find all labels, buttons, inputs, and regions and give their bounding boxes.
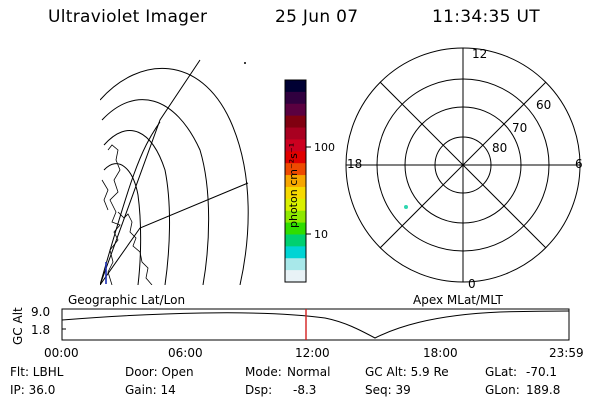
colorbar-tick-10: 10 — [314, 228, 328, 241]
glon-label: GLon: — [485, 383, 520, 397]
altitude-tick-1-8: 1.8 — [31, 323, 51, 337]
colorbar-cell — [285, 222, 306, 236]
glat-label: GLat: — [485, 365, 518, 379]
colorbar-cell — [285, 151, 306, 164]
colorbar-cell — [285, 163, 306, 176]
time-tick-1200: 12:00 — [295, 346, 330, 360]
sequence-info: Seq: 39 — [365, 383, 411, 397]
door-info: Door: Open — [125, 365, 194, 379]
colorbar-cell — [285, 115, 306, 129]
colorbar-cell — [285, 246, 306, 259]
colorbar-tick-100: 100 — [314, 141, 335, 154]
latitude-circle — [103, 129, 171, 285]
colorbar-cell — [285, 139, 306, 152]
mlt-label-0: 0 — [468, 277, 476, 291]
colorbar-cell — [285, 80, 306, 93]
longitude-line — [100, 59, 201, 285]
time-tick-0000: 00:00 — [44, 346, 79, 360]
colorbar-cell — [285, 175, 306, 188]
mlt-label-18: 18 — [347, 157, 363, 171]
colorbar-cell — [285, 186, 306, 200]
polar-mlt-plot — [345, 47, 581, 283]
mode-value: Normal — [287, 365, 331, 379]
mlt-label-12: 12 — [472, 47, 488, 61]
dsp-value: -8.3 — [293, 383, 317, 397]
filter-info: Flt: LBHL — [10, 365, 64, 379]
date-label: 25 Jun 07 — [275, 7, 359, 27]
aurora-spot — [404, 205, 408, 209]
intensity-colorbar — [284, 79, 311, 283]
glon-value: 189.8 — [526, 383, 561, 397]
colorbar-unit-label: photon cm⁻²s⁻¹ — [287, 142, 300, 228]
altitude-axis-title: GC Alt — [11, 307, 25, 345]
gc-altitude-info: GC Alt: 5.9 Re — [365, 365, 449, 379]
geographic-map — [100, 59, 249, 285]
polar-diagonal — [379, 81, 547, 249]
colorbar-cell — [285, 234, 306, 247]
coastline — [101, 179, 109, 211]
colorbar-cell — [285, 103, 306, 117]
mode-label: Mode: — [245, 365, 282, 379]
colorbar-cell — [285, 210, 306, 224]
colorbar-cell — [285, 91, 306, 105]
time-tick-1800: 18:00 — [423, 346, 458, 360]
mlt-label-6: 6 — [575, 157, 583, 171]
glat-value: -70.1 — [526, 365, 558, 379]
coastline — [117, 211, 153, 285]
time-label: 11:34:35 UT — [432, 7, 540, 27]
gain-info: Gain: 14 — [125, 383, 176, 397]
longitude-line — [100, 182, 249, 285]
time-tick-0600: 06:00 — [168, 346, 203, 360]
right-projection-label: Apex MLat/MLT — [413, 293, 503, 307]
colorbar-cell — [285, 258, 306, 271]
map-corner-dot — [244, 62, 246, 64]
lat-label-60: 60 — [536, 98, 552, 112]
latitude-circle — [101, 99, 210, 285]
altitude-tick-9: 9.0 — [31, 305, 51, 319]
coastline — [107, 144, 121, 285]
altitude-strip — [61, 308, 570, 341]
colorbar-cell — [285, 127, 306, 141]
colorbar-cell — [285, 270, 306, 283]
colorbar-cell — [285, 198, 306, 212]
latitude-circle — [100, 68, 249, 285]
instrument-title: Ultraviolet Imager — [48, 7, 208, 27]
lat-label-80: 80 — [492, 141, 508, 155]
altitude-curve — [61, 310, 570, 339]
dsp-label: Dsp: — [245, 383, 273, 397]
time-tick-2359: 23:59 — [549, 346, 584, 360]
left-projection-label: Geographic Lat/Lon — [68, 293, 186, 307]
lat-label-70: 70 — [512, 121, 528, 135]
ip-info: IP: 36.0 — [10, 383, 56, 397]
